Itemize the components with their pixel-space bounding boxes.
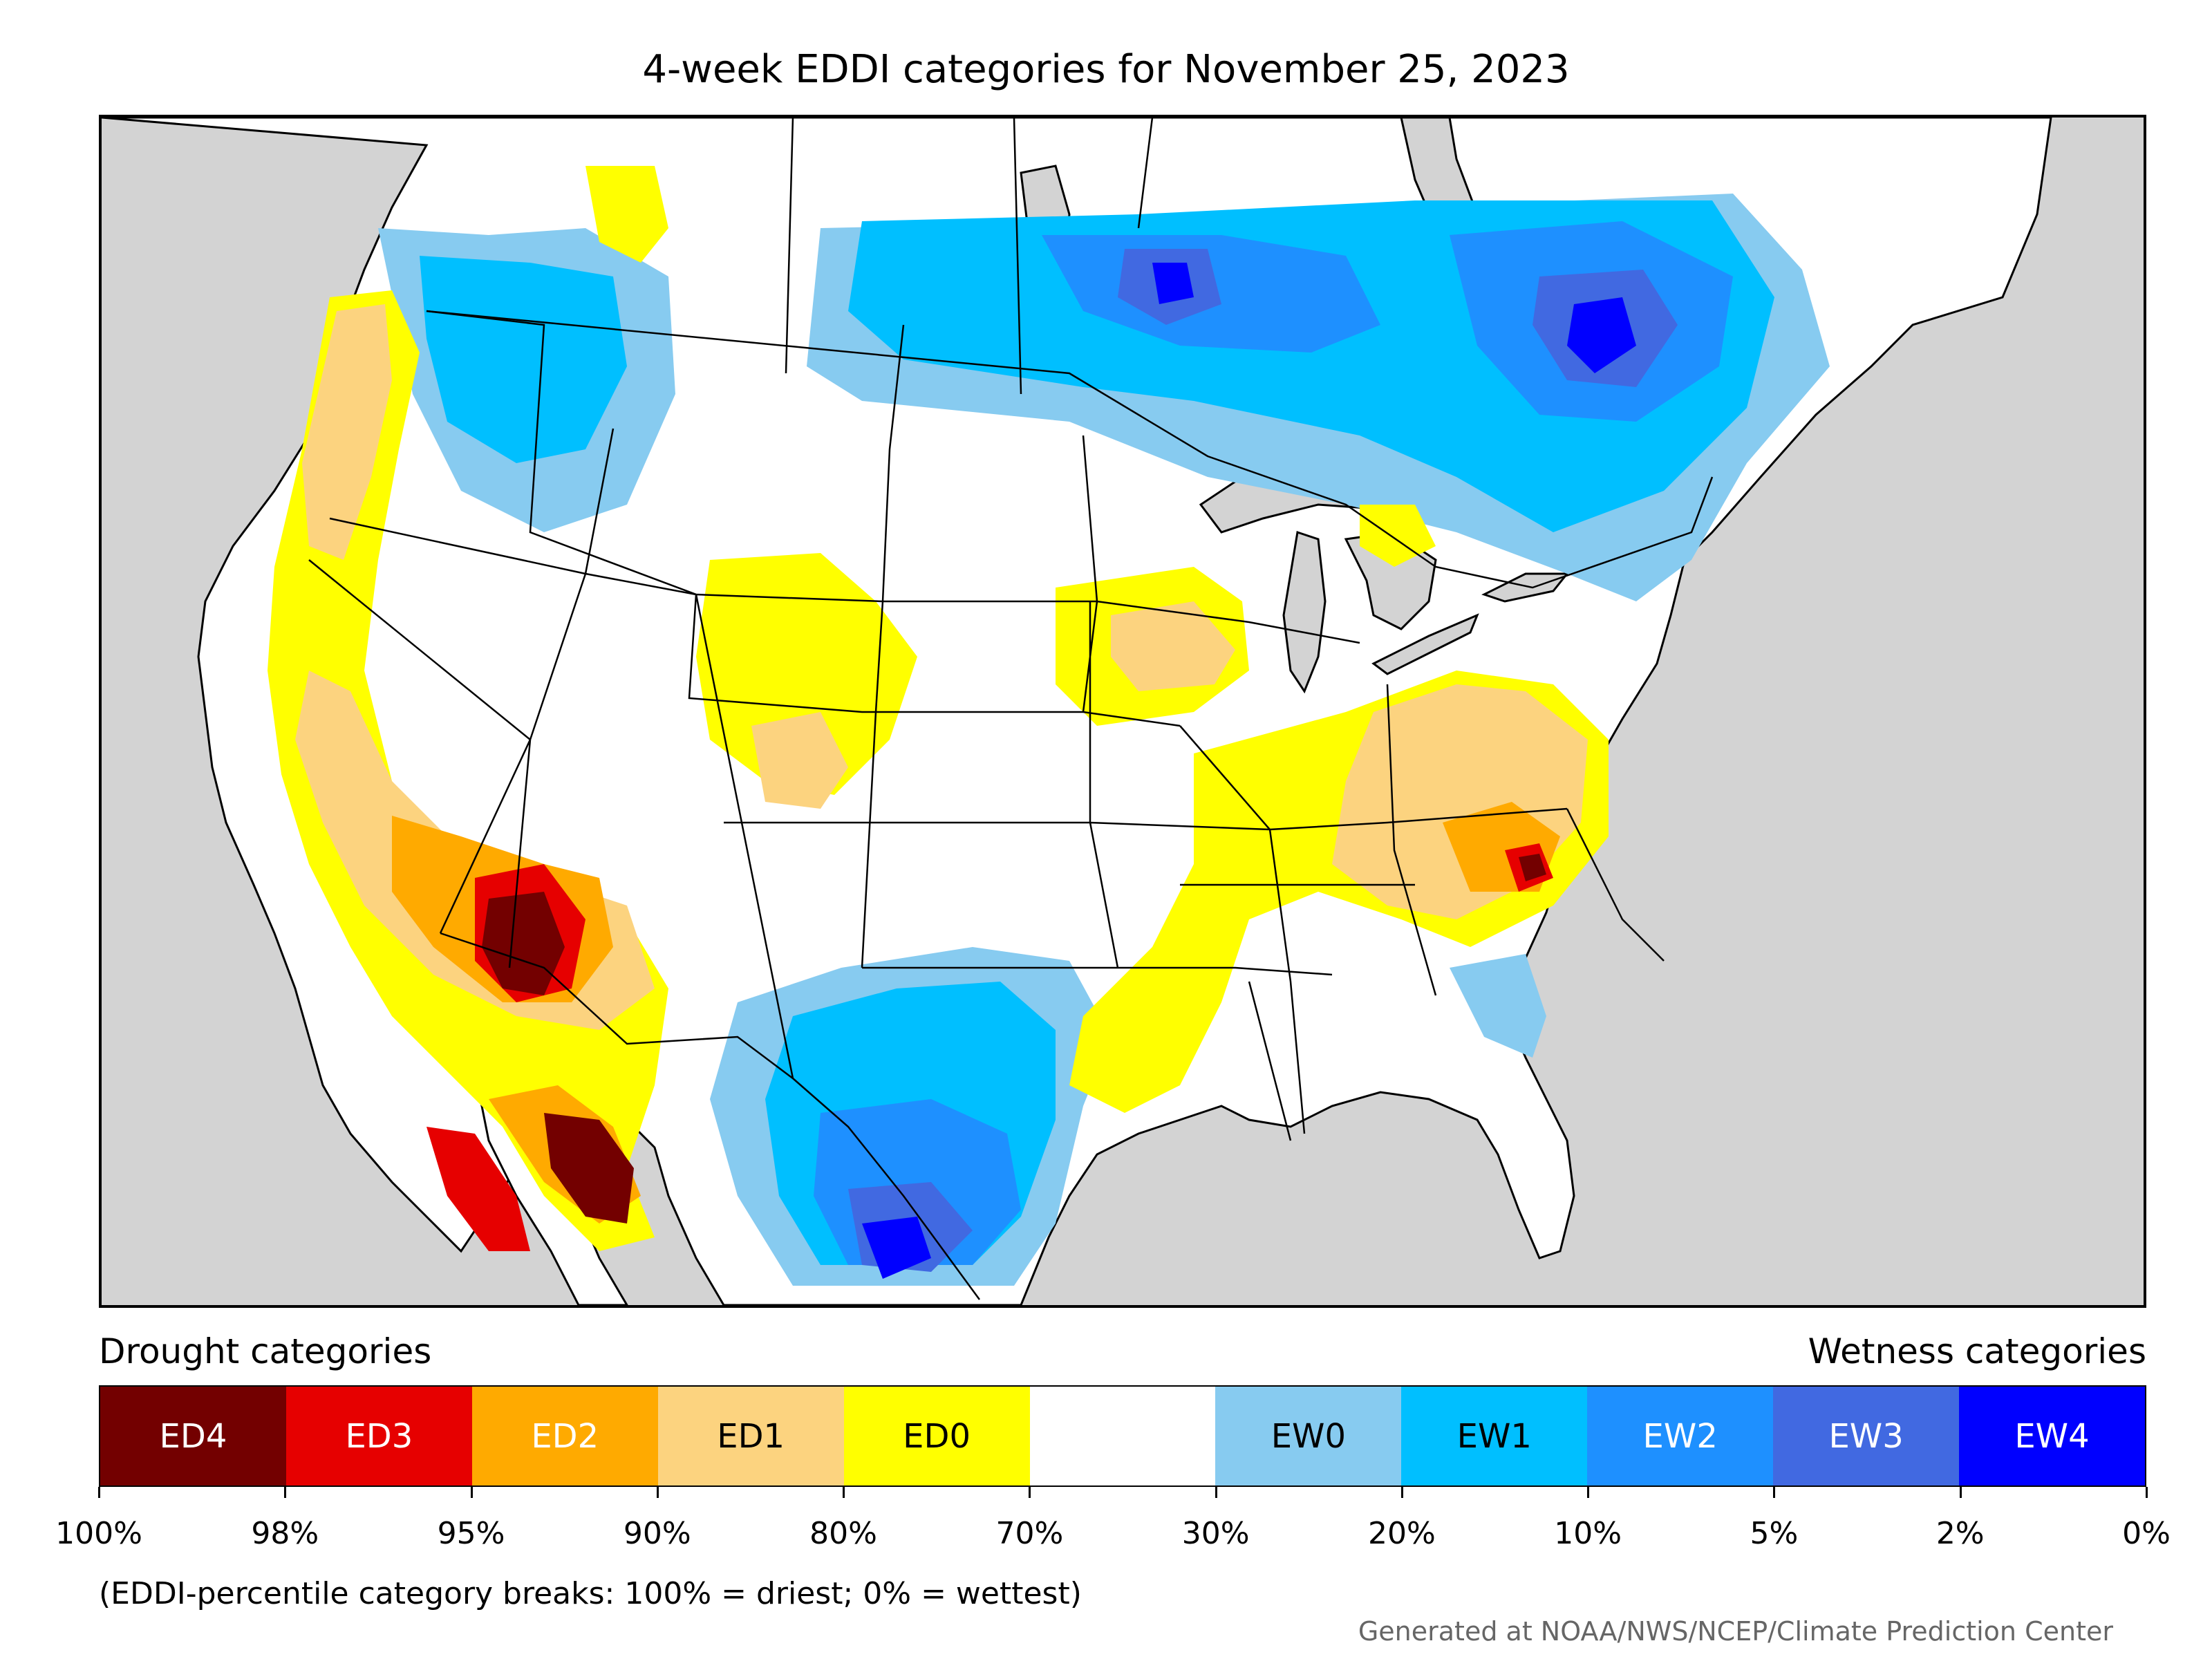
drought-area-ed0-northern-mi <box>1360 505 1436 567</box>
colorbar-ticks: 100% 98% 95% 90% 80% 70% 30% 20% 10% 5% … <box>55 1487 2171 1551</box>
wetness-categories-label: Wetness categories <box>1808 1331 2146 1371</box>
lake-erie <box>1371 613 1479 675</box>
us-canada-border <box>426 310 1714 589</box>
colorbar-cell-ed3: ED3 <box>285 1387 472 1485</box>
us-mexico-border <box>440 932 981 1300</box>
colorbar-label-ed0: ED0 <box>903 1416 971 1456</box>
wetness-area-ew4-prairies <box>1152 263 1194 304</box>
colorbar-tick-label: 20% <box>1368 1516 1436 1551</box>
wetness-area-ew4-quebec <box>1567 297 1636 373</box>
colorbar-tick-label: 30% <box>1181 1516 1250 1551</box>
colorbar-label-ed4: ED4 <box>159 1416 227 1456</box>
drought-area-ed0-central-plains <box>696 553 917 795</box>
colorbar-tick-label: 0% <box>2122 1516 2171 1551</box>
colorbar-label-ed3: ED3 <box>345 1416 413 1456</box>
colorbar-cell-ew4: EW4 <box>1959 1387 2145 1485</box>
source-credit: Generated at NOAA/NWS/NCEP/Climate Predi… <box>1358 1616 2113 1647</box>
wetness-layer <box>378 194 1830 1286</box>
colorbar-tick <box>470 1487 473 1498</box>
colorbar-label-ed2: ED2 <box>531 1416 599 1456</box>
colorbar-tick <box>2146 1487 2148 1498</box>
boundaries-layer <box>308 118 1714 1300</box>
colorbar-tick-label: 90% <box>623 1516 691 1551</box>
colorbar-tick-label: 95% <box>437 1516 505 1551</box>
drought-layer <box>268 166 1609 1251</box>
colorbar-tick <box>284 1487 287 1498</box>
colorbar-tick-label: 2% <box>1936 1516 1985 1551</box>
drought-area-ed3-baja <box>427 1127 530 1251</box>
category-breaks-note: (EDDI-percentile category breaks: 100% =… <box>99 1576 1082 1611</box>
colorbar-tick <box>1773 1487 1776 1498</box>
drought-area-ed0-idaho-bc <box>585 166 668 263</box>
colorbar-label-ew3: EW3 <box>1828 1416 1904 1456</box>
colorbar-cell-ed1: ED1 <box>657 1387 844 1485</box>
state-boundaries <box>308 118 1665 1141</box>
colorbar-tick-label: 5% <box>1750 1516 1799 1551</box>
drought-area-ed1-west-coast <box>302 304 392 560</box>
colorbar-cell-ew3: EW3 <box>1773 1387 1960 1485</box>
wetness-area-ew0-florida <box>1450 954 1546 1058</box>
colorbar-tick <box>98 1487 100 1498</box>
colorbar-cell-neutral <box>1029 1387 1216 1485</box>
colorbar-cell-ew1: EW1 <box>1401 1387 1588 1485</box>
colorbar-tick-label: 10% <box>1554 1516 1622 1551</box>
drought-area-ed4-az <box>482 892 565 995</box>
lake-ontario <box>1481 572 1570 603</box>
colorbar-label-ed1: ED1 <box>717 1416 785 1456</box>
colorbar-tick <box>1400 1487 1403 1498</box>
drought-categories-label: Drought categories <box>99 1331 432 1371</box>
colorbar-tick <box>1029 1487 1031 1498</box>
lake-michigan <box>1282 531 1327 694</box>
drought-area-ed1-colorado <box>751 712 848 809</box>
drought-area-ed1-iowa <box>1111 601 1235 691</box>
wetness-area-ew1-northwest <box>420 256 627 463</box>
colorbar-cell-ew0: EW0 <box>1215 1387 1402 1485</box>
colorbar-cell-ed2: ED2 <box>471 1387 658 1485</box>
colorbar-label-ew2: EW2 <box>1642 1416 1718 1456</box>
colorbar-tick <box>1215 1487 1217 1498</box>
category-colorbar: ED4 ED3 ED2 ED1 ED0 EW0 EW1 EW2 EW3 EW4 <box>99 1385 2146 1487</box>
colorbar-tick <box>1959 1487 1962 1498</box>
colorbar-tick-label: 100% <box>55 1516 142 1551</box>
map-title: 4-week EDDI categories for November 25, … <box>642 47 1570 92</box>
colorbar-cell-ed4: ED4 <box>100 1387 286 1485</box>
colorbar-tick <box>843 1487 845 1498</box>
colorbar-tick-label: 98% <box>251 1516 319 1551</box>
colorbar-label-ew1: EW1 <box>1456 1416 1532 1456</box>
colorbar-cell-ed0: ED0 <box>843 1387 1030 1485</box>
colorbar-tick <box>1587 1487 1590 1498</box>
map-panel <box>99 115 2146 1308</box>
colorbar-tick-label: 70% <box>995 1516 1064 1551</box>
wetness-area-ew4-texas <box>862 1217 931 1279</box>
colorbar-cell-ew2: EW2 <box>1587 1387 1774 1485</box>
colorbar-label-ew4: EW4 <box>2014 1416 2090 1456</box>
drought-area-ed4-nc <box>1519 854 1546 881</box>
eddi-map <box>102 118 2052 1305</box>
colorbar-label-ew0: EW0 <box>1271 1416 1347 1456</box>
drought-area-ed4-sonora <box>544 1113 634 1224</box>
colorbar-tick-label: 80% <box>809 1516 877 1551</box>
colorbar-tick <box>656 1487 659 1498</box>
